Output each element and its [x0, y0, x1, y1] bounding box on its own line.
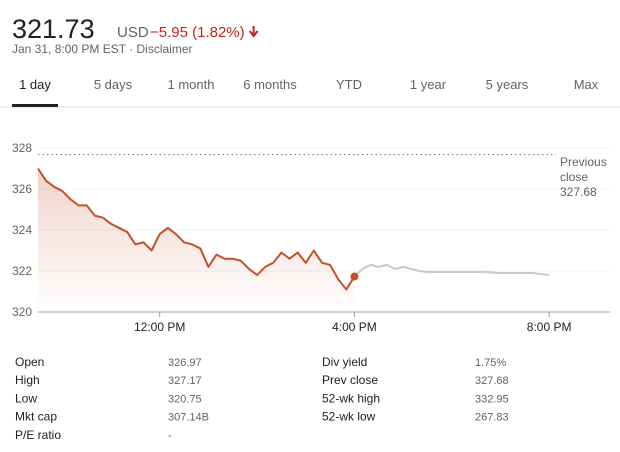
- tab[interactable]: 5 years: [486, 77, 529, 92]
- x-tick-label: 4:00 PM: [332, 320, 377, 334]
- tab[interactable]: 6 months: [243, 77, 297, 92]
- stat-value: 332.95: [475, 393, 509, 405]
- stat-value: 1.75%: [475, 357, 506, 369]
- stat-value: -: [168, 430, 172, 442]
- stat-value: 326.97: [168, 357, 202, 369]
- chart: 320 322 324 326 328 12:00 PM 4:00 PM 8:00 PM: [12, 141, 610, 334]
- stat-label: 52-wk low: [322, 410, 376, 424]
- tab[interactable]: 5 days: [94, 77, 133, 92]
- area: [38, 168, 355, 312]
- stat-label: Mkt cap: [15, 410, 57, 424]
- x-tick-label: 8:00 PM: [527, 320, 572, 334]
- stat-label: Low: [15, 391, 37, 405]
- y-tick-label: 320: [12, 305, 32, 319]
- y-tick-label: 326: [12, 182, 32, 196]
- currency: USD: [117, 24, 149, 41]
- stat-value: 320.75: [168, 393, 202, 405]
- stat-label: Open: [15, 355, 44, 369]
- stat-value: 327.17: [168, 375, 202, 387]
- tab[interactable]: 1 year: [410, 77, 447, 92]
- tab[interactable]: YTD: [336, 77, 362, 92]
- y-tick-label: 328: [12, 141, 32, 155]
- down-arrow: [248, 26, 259, 38]
- x-tick-label: 12:00 PM: [134, 320, 185, 334]
- stat-label: High: [15, 373, 40, 387]
- stat-value: 307.14B: [168, 412, 209, 424]
- timestamp: Jan 31, 8:00 PM EST · Disclaimer: [12, 42, 193, 56]
- tab[interactable]: 1 day: [19, 77, 51, 92]
- stat-label: 52-wk high: [322, 391, 380, 405]
- stat-label: P/E ratio: [15, 428, 61, 442]
- tab-underline: [12, 104, 58, 107]
- price-change: −5.95 (1.82%): [150, 24, 245, 41]
- tabs: 1 day 5 days 1 month 6 months YTD 1 year 5 yea…: [12, 77, 599, 107]
- y-tick-label: 322: [12, 264, 32, 278]
- tab[interactable]: 1 month: [168, 77, 215, 92]
- tab[interactable]: Max: [574, 77, 599, 92]
- stat-value: 327.68: [475, 375, 509, 387]
- price: 321.73: [12, 14, 95, 44]
- price-line: [353, 263, 550, 278]
- stat-label: Prev close: [322, 373, 378, 387]
- previous-close-label: Previous close: [560, 155, 607, 184]
- y-tick-label: 324: [12, 223, 32, 237]
- stat-value: 267.83: [475, 412, 509, 424]
- stats: Open 326.97 High 327.17 Low 320.75 Mkt cap 307.…: [15, 355, 509, 442]
- previous-close-value: 327.68: [560, 185, 597, 199]
- close-dot: [350, 272, 359, 281]
- price-line: [37, 167, 356, 291]
- stat-label: Div yield: [322, 355, 367, 369]
